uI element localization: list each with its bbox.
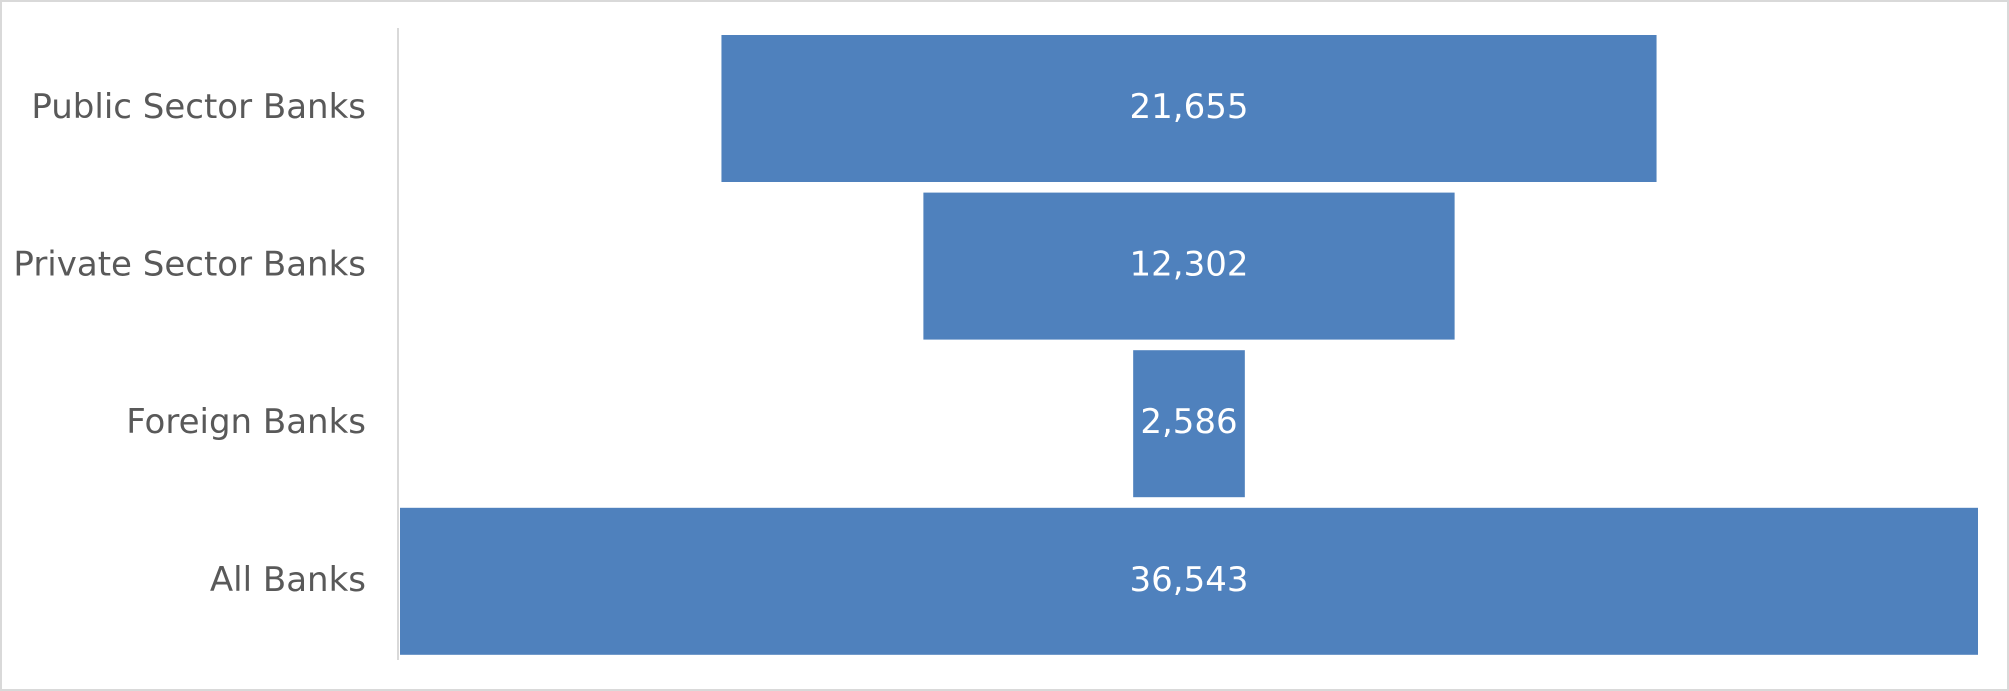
- category-label: Foreign Banks: [126, 402, 366, 442]
- category-label: All Banks: [210, 560, 366, 600]
- funnel-bar: [1133, 350, 1245, 498]
- funnel-bar: [923, 192, 1455, 340]
- value-label: 2,586: [1140, 402, 1237, 442]
- category-label: Private Sector Banks: [13, 245, 366, 285]
- value-label: 36,543: [1130, 560, 1249, 600]
- category-label: Public Sector Banks: [31, 87, 366, 127]
- funnel-bar: [721, 35, 1657, 182]
- value-label: 21,655: [1130, 87, 1249, 127]
- value-label: 12,302: [1130, 245, 1249, 285]
- funnel-bar: [400, 507, 1978, 655]
